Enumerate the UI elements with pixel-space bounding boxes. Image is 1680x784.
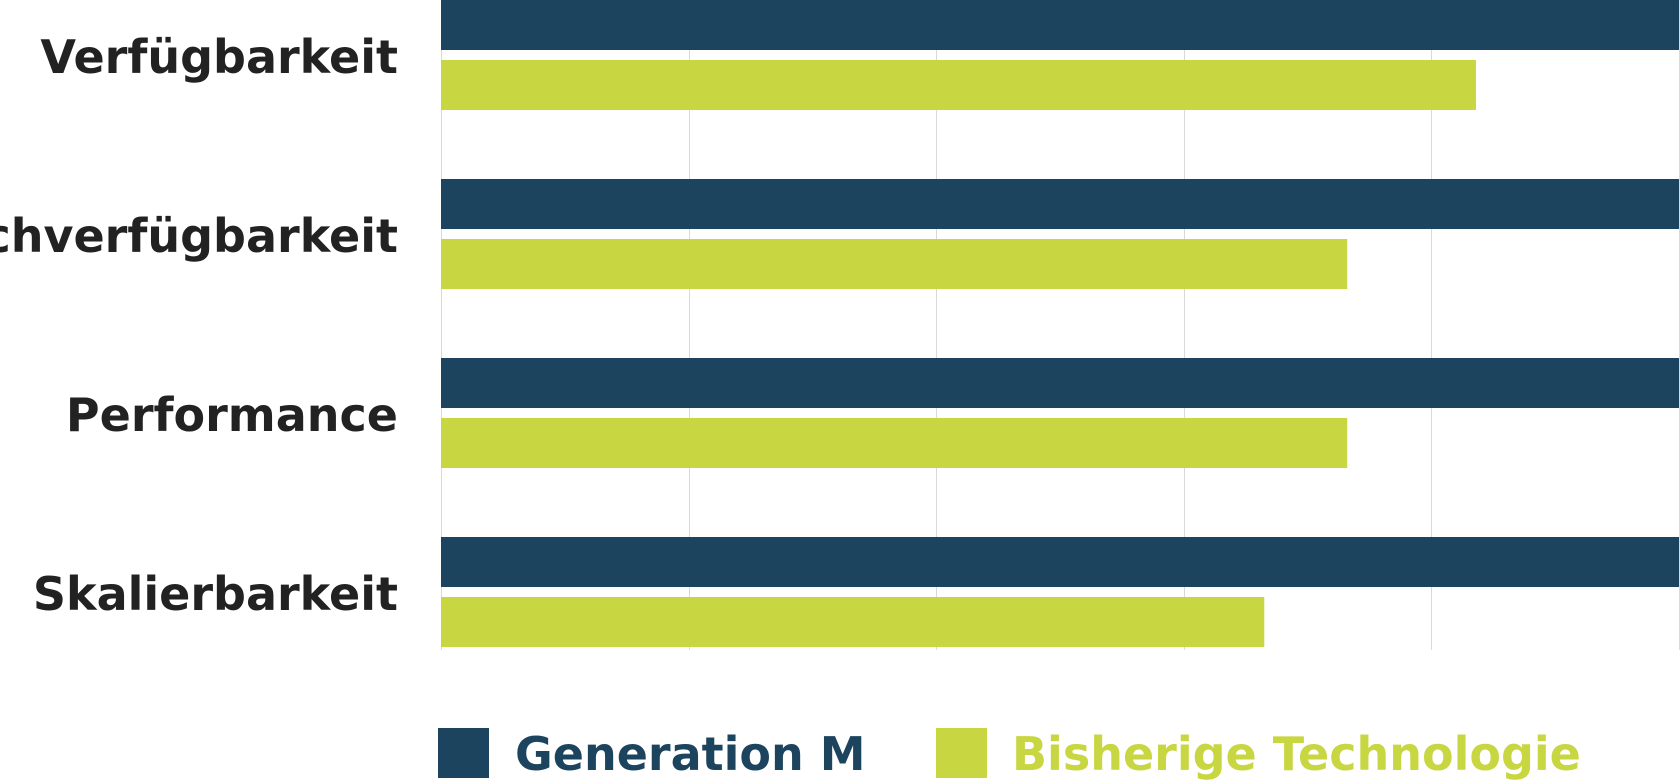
bar	[441, 179, 1679, 229]
bar	[441, 239, 1348, 289]
bar	[441, 358, 1679, 408]
bar	[441, 537, 1679, 587]
category-label: Verfügbarkeit	[40, 30, 398, 84]
legend-label: Bisherige Technologie	[1012, 727, 1581, 781]
legend-swatch	[438, 728, 489, 778]
bar	[441, 418, 1348, 468]
bars	[441, 0, 1679, 647]
legend-label: Generation M	[515, 727, 866, 781]
category-label: Skalierbarkeit	[33, 567, 398, 621]
bar	[441, 60, 1476, 110]
legend-swatch	[936, 728, 987, 778]
category-label: Performance	[66, 388, 398, 442]
category-labels: Verfügbarkeit Hochverfügbarkeit Performanc…	[0, 30, 398, 621]
bar	[441, 597, 1265, 647]
category-label: Hochverfügbarkeit	[0, 209, 398, 263]
legend: Generation M Bisherige Technologie	[438, 727, 1581, 781]
bar	[441, 0, 1679, 50]
